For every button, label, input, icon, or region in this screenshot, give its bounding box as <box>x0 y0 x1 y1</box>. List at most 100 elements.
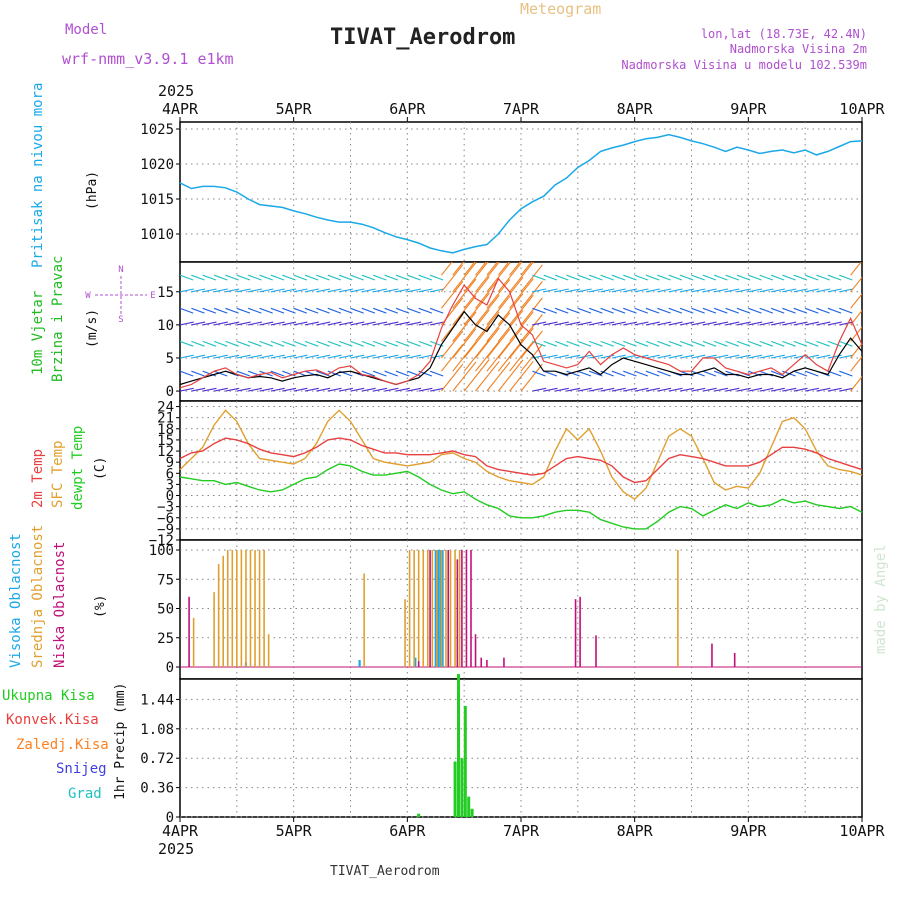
wind-barb <box>361 387 376 392</box>
wind-barb <box>407 321 422 326</box>
wind-barb <box>805 307 819 314</box>
wind-barb <box>748 307 762 314</box>
sfc-temp-label: SFC Temp <box>50 441 66 508</box>
wind-barb <box>327 274 342 281</box>
wind-barb <box>759 370 774 377</box>
wind-barb <box>452 361 477 392</box>
wind-barb <box>373 307 387 314</box>
wind-barb <box>634 340 648 347</box>
wind-barb <box>736 307 751 314</box>
wind-barb <box>248 387 263 392</box>
wind-barb <box>486 262 511 293</box>
year-bottom: 2025 <box>158 840 194 858</box>
wind-barb <box>180 274 194 281</box>
wind-barb <box>589 307 603 314</box>
wind-barb <box>429 370 444 377</box>
wind-barb <box>509 262 521 276</box>
wind-barb <box>634 387 649 392</box>
temperature-ytick-label: −9 <box>157 522 174 538</box>
wind-barb <box>418 340 433 347</box>
wind-barb <box>725 274 739 281</box>
temperature-ytick-label: 24 <box>157 400 174 416</box>
elevation-text: Nadmorska Visina 2m <box>730 42 867 56</box>
footer-station: TIVAT_Aerodrom <box>330 864 440 879</box>
wind-barb <box>623 387 638 392</box>
wind-barb <box>213 288 228 293</box>
wind-barb <box>554 321 569 326</box>
wind-barb <box>657 321 672 326</box>
wind-barb <box>327 288 342 293</box>
wind-barb <box>657 354 672 359</box>
wind-barb <box>407 387 422 392</box>
wind-barb <box>373 274 387 281</box>
wind-barb <box>338 387 354 392</box>
wind-barb <box>748 387 763 392</box>
wind-barb <box>350 307 364 314</box>
wind-barb <box>452 278 477 309</box>
wind-barb <box>543 354 558 359</box>
wind-barb <box>293 354 308 359</box>
wind-barb <box>793 354 808 359</box>
wind-barb <box>520 297 543 326</box>
year-top: 2025 <box>158 82 194 100</box>
wind-barb <box>486 328 511 359</box>
wind-barb <box>600 354 615 359</box>
model-elevation-text: Nadmorska Visina u modelu 102.539m <box>621 58 867 72</box>
wind-barb <box>520 314 543 342</box>
wind-barb <box>395 274 410 281</box>
top-date-label: 10APR <box>839 100 885 118</box>
wind-barb <box>577 370 592 377</box>
wind-barb <box>827 370 842 377</box>
wind-barb <box>520 330 543 359</box>
wind-barb <box>259 288 274 293</box>
wind-barb <box>668 387 683 392</box>
clouds-ytick-label: 0 <box>166 660 174 676</box>
wind-barb <box>395 321 410 326</box>
wind-barb <box>475 262 487 276</box>
meteogram-label: Meteogram <box>520 0 601 18</box>
wind-barb <box>293 307 307 314</box>
wind-barb <box>361 307 376 314</box>
compass-e: E <box>150 291 155 301</box>
wind-barb <box>736 340 751 347</box>
wind-barb <box>714 387 729 392</box>
wind-barb <box>714 354 729 359</box>
wind-barb <box>248 288 263 293</box>
wind-barb <box>657 288 672 293</box>
wind-barb <box>180 387 194 392</box>
wind-barb <box>497 359 524 392</box>
wind-barb <box>384 321 399 326</box>
wind-barb <box>714 370 728 377</box>
wind-barb <box>497 339 524 372</box>
precip-hail-label: Grad <box>68 786 102 802</box>
temperature-ytick-label: 6 <box>166 466 174 482</box>
wind-barb <box>782 354 797 359</box>
wind-barb <box>566 340 580 347</box>
wind-barb <box>191 307 205 314</box>
wind-barb <box>554 387 569 392</box>
wind-barb <box>293 321 308 326</box>
wind-barb <box>645 321 660 326</box>
wind-barb <box>282 387 297 392</box>
wind-barb <box>623 340 637 347</box>
wind-barb <box>191 274 205 281</box>
wind-barb <box>509 294 534 326</box>
wind-label-1: 10m Vjetar <box>30 291 46 375</box>
wind-barb <box>463 339 490 372</box>
wind-barb <box>440 264 464 293</box>
wind-barb <box>270 354 285 359</box>
precipitation-ytick-label: 1.44 <box>140 692 174 708</box>
wind-barb <box>463 325 490 359</box>
wind-barb <box>793 370 808 377</box>
wind-barb <box>509 327 534 359</box>
compass-rose: N E W S <box>85 265 155 325</box>
wind-barb <box>497 262 523 293</box>
precipitation-panel: 0 0.36 0.72 1.08 1.44 <box>140 674 863 826</box>
wind-barb <box>395 340 410 347</box>
wind-barb <box>270 274 285 281</box>
wind-barb <box>532 387 547 392</box>
wind-barb <box>691 307 705 314</box>
wind-barb <box>782 321 797 326</box>
wind-barb <box>429 387 444 392</box>
dewpoint-line <box>179 463 863 530</box>
